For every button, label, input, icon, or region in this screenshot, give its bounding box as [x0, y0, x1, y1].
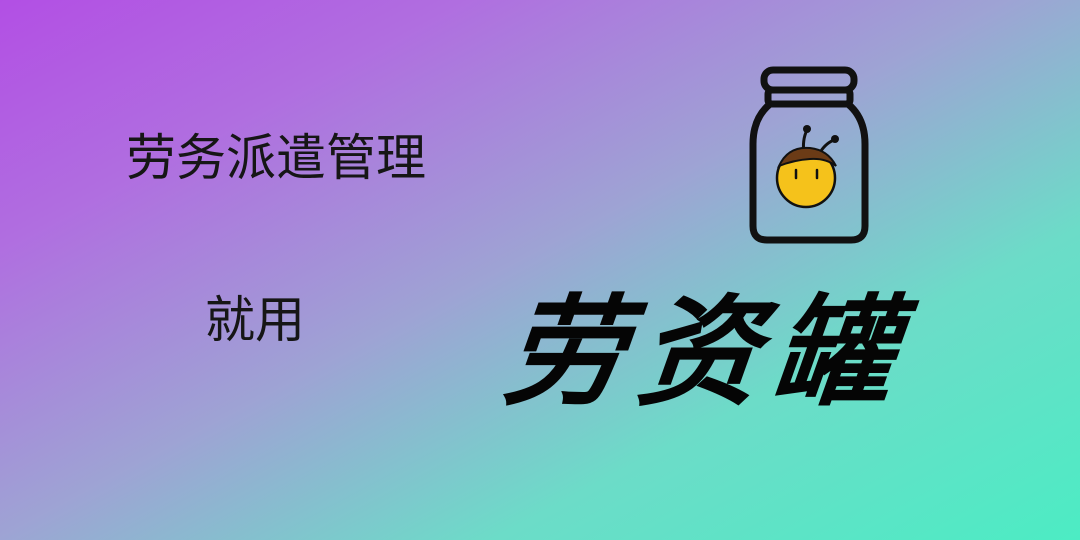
tagline-line-1: 劳务派遣管理 [126, 129, 426, 187]
brand-name: 劳资罐 [497, 282, 915, 423]
jar-with-bee-icon [749, 66, 869, 244]
tagline-line-2: 就用 [205, 291, 305, 349]
